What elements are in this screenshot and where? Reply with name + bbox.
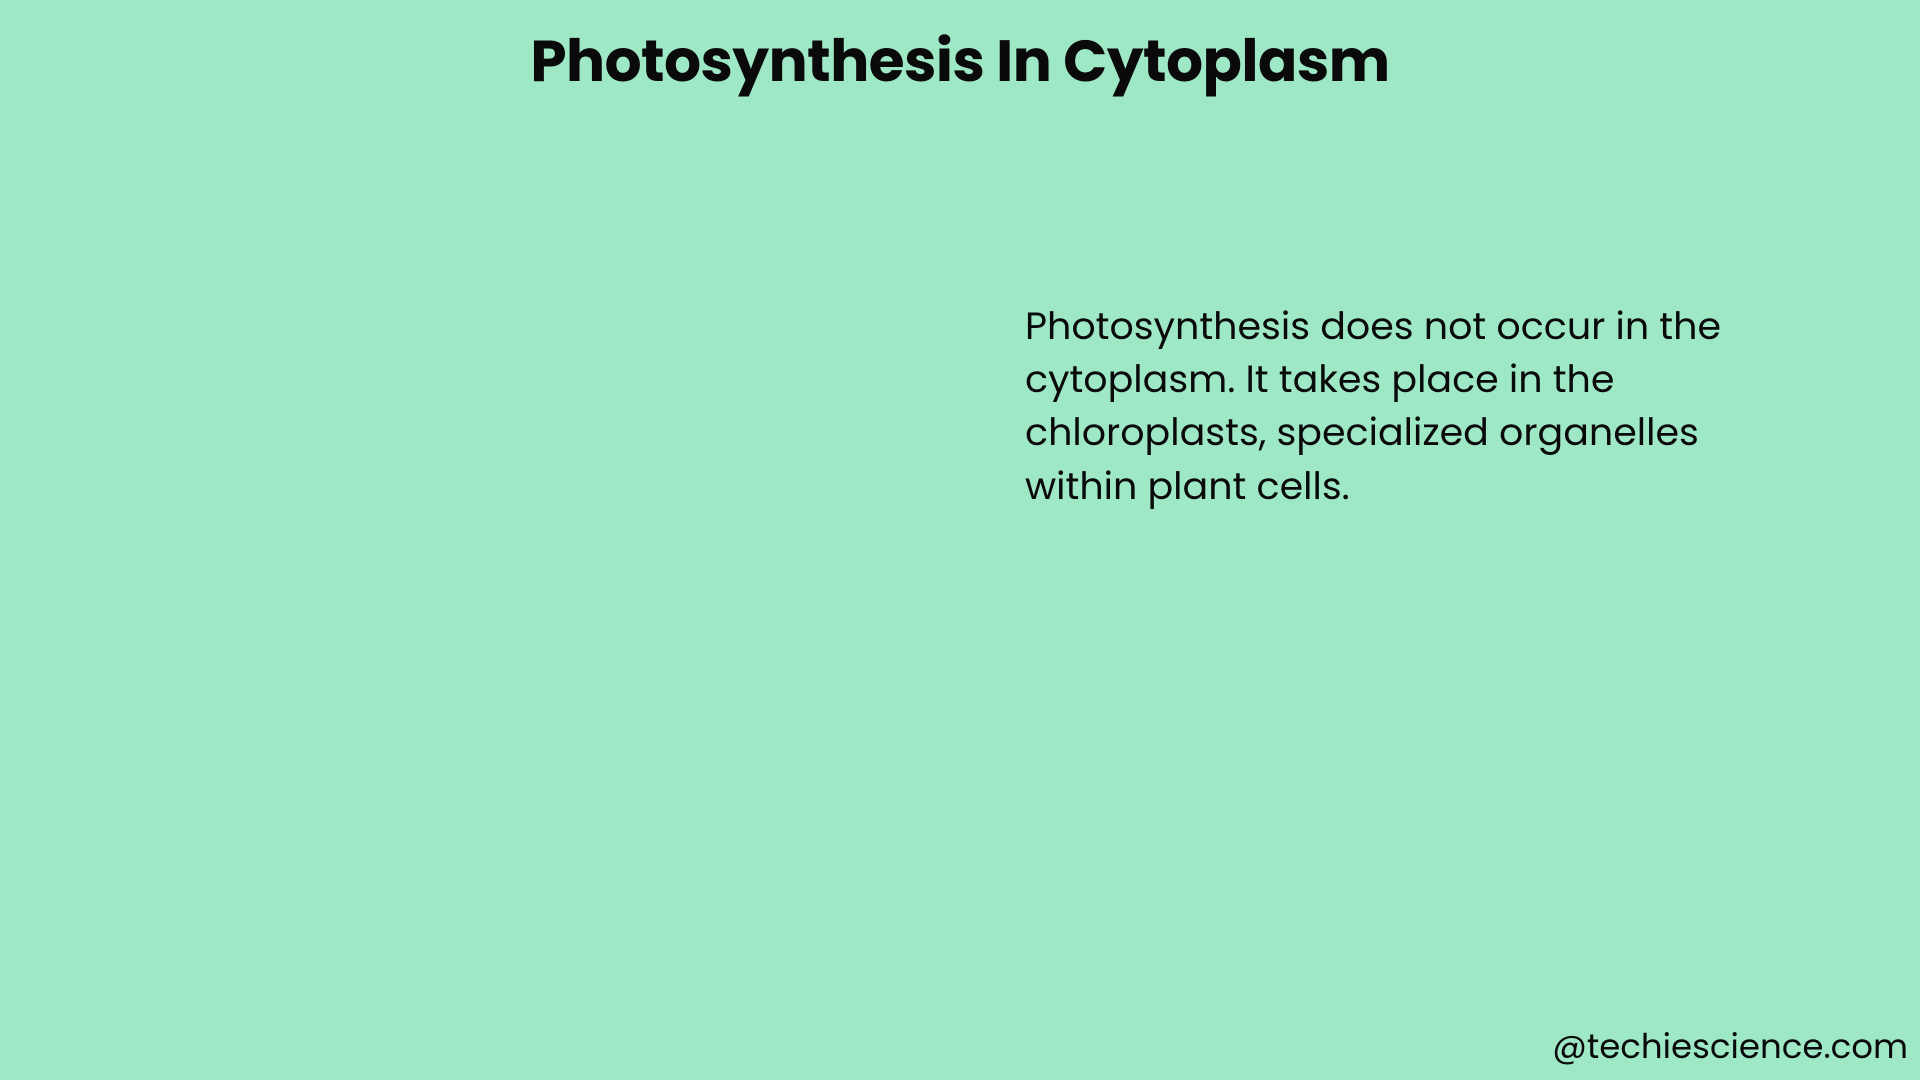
page-title: Photosynthesis In Cytoplasm: [0, 18, 1920, 105]
attribution-text: @techiescience.com: [1552, 1021, 1908, 1072]
body-paragraph: Photosynthesis does not occur in the cyt…: [1025, 300, 1755, 513]
